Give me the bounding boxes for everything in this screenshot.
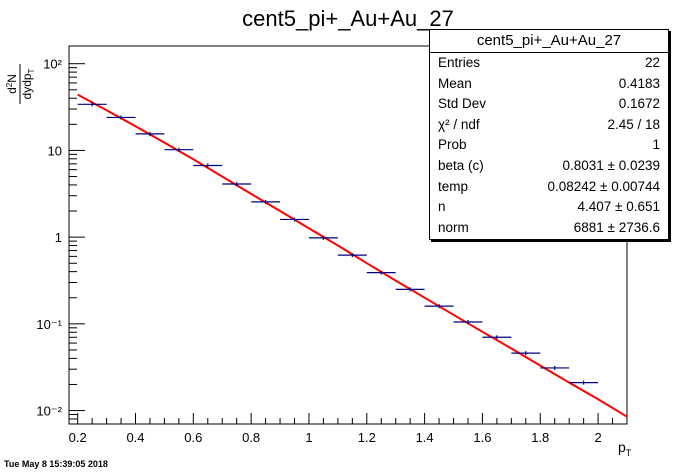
data-point [395, 287, 425, 292]
y-tick-label: 10⁻² [36, 404, 62, 419]
stats-label: n [438, 199, 446, 215]
data-point [569, 380, 599, 385]
data-point [453, 320, 483, 325]
stats-label: Mean [438, 75, 472, 91]
y-tick-label: 10⁻¹ [36, 317, 62, 332]
stats-value: 0.1672 [618, 96, 660, 112]
x-tick-labels: 0.2 0.4 0.6 0.8 1 1.2 1.4 1.6 1.8 2 [69, 430, 602, 445]
stats-value: 0.08242 ± 0.00744 [547, 178, 660, 194]
x-tick-label: 0.8 [242, 430, 260, 445]
x-tick-label: 1.6 [473, 430, 491, 445]
stats-value: 0.8031 ± 0.0239 [562, 157, 661, 173]
chart-title: cent5_pi+_Au+Au_27 [242, 6, 454, 31]
stats-value: 6881 ± 2736.6 [573, 219, 660, 235]
data-point [482, 335, 512, 340]
data-point [308, 235, 338, 240]
stats-row: norm 6881 ± 2736.6 [430, 218, 668, 239]
data-point [540, 365, 570, 370]
data-point [424, 304, 454, 309]
stats-row: n 4.407 ± 0.651 [430, 197, 668, 218]
data-point [511, 351, 541, 356]
data-point [193, 163, 223, 168]
stats-row: temp 0.08242 ± 0.00744 [430, 177, 668, 198]
stats-value: 4.407 ± 0.651 [577, 199, 660, 215]
stats-label: Std Dev [438, 96, 487, 112]
data-point [106, 115, 136, 120]
data-point [337, 253, 367, 258]
stats-label: Prob [438, 137, 467, 153]
y-tick-label: 10² [43, 57, 62, 72]
stats-label: χ² / ndf [438, 116, 480, 132]
points-layer [77, 102, 599, 385]
stats-row: beta (c) 0.8031 ± 0.0239 [430, 156, 668, 177]
stats-value: 22 [644, 55, 660, 70]
stats-value: 1 [652, 137, 660, 153]
stats-value: 2.45 / 18 [607, 116, 660, 132]
svg-text:d2N: d2N [5, 74, 19, 94]
x-tick-label: 1.2 [358, 430, 376, 445]
x-tick-label: 0.4 [126, 430, 144, 445]
stats-label: beta (c) [438, 157, 484, 173]
x-axis-label: pT [618, 439, 632, 458]
x-tick-label: 1 [305, 430, 312, 445]
data-point [135, 131, 165, 136]
data-point [366, 270, 396, 275]
stats-box: cent5_pi+_Au+Au_27 Entries 22 Mean 0.4183 St… [429, 29, 669, 240]
timestamp: Tue May 8 15:39:05 2018 [4, 459, 108, 469]
stats-value: 0.4183 [618, 75, 660, 91]
stats-title: cent5_pi+_Au+Au_27 [430, 30, 668, 53]
stats-row: Entries 22 [430, 53, 668, 74]
data-point [222, 181, 252, 186]
y-tick-label: 1 [55, 230, 62, 245]
stats-row: Mean 0.4183 [430, 74, 668, 95]
x-tick-label: 2 [594, 430, 601, 445]
data-point [164, 147, 194, 152]
stats-label: norm [438, 219, 469, 235]
y-tick-label: 10 [48, 143, 62, 158]
data-point [280, 217, 309, 222]
stats-label: temp [438, 178, 469, 194]
axis-ticks [69, 63, 628, 425]
data-point [77, 102, 107, 107]
stats-row: Std Dev 0.1672 [430, 94, 668, 115]
x-tick-label: 1.8 [531, 430, 549, 445]
svg-text:dydpT: dydpT [20, 68, 36, 99]
x-tick-label: 0.2 [69, 430, 87, 445]
y-axis-label: d2N dydpT [5, 64, 36, 104]
stats-row: Prob 1 [430, 135, 668, 156]
x-tick-label: 0.6 [184, 430, 202, 445]
y-tick-labels: 10⁻² 10⁻¹ 1 10 10² [36, 57, 62, 419]
stats-row: χ² / ndf 2.45 / 18 [430, 115, 668, 136]
data-point [251, 199, 281, 204]
stats-label: Entries [438, 55, 481, 70]
x-tick-label: 1.4 [416, 430, 434, 445]
